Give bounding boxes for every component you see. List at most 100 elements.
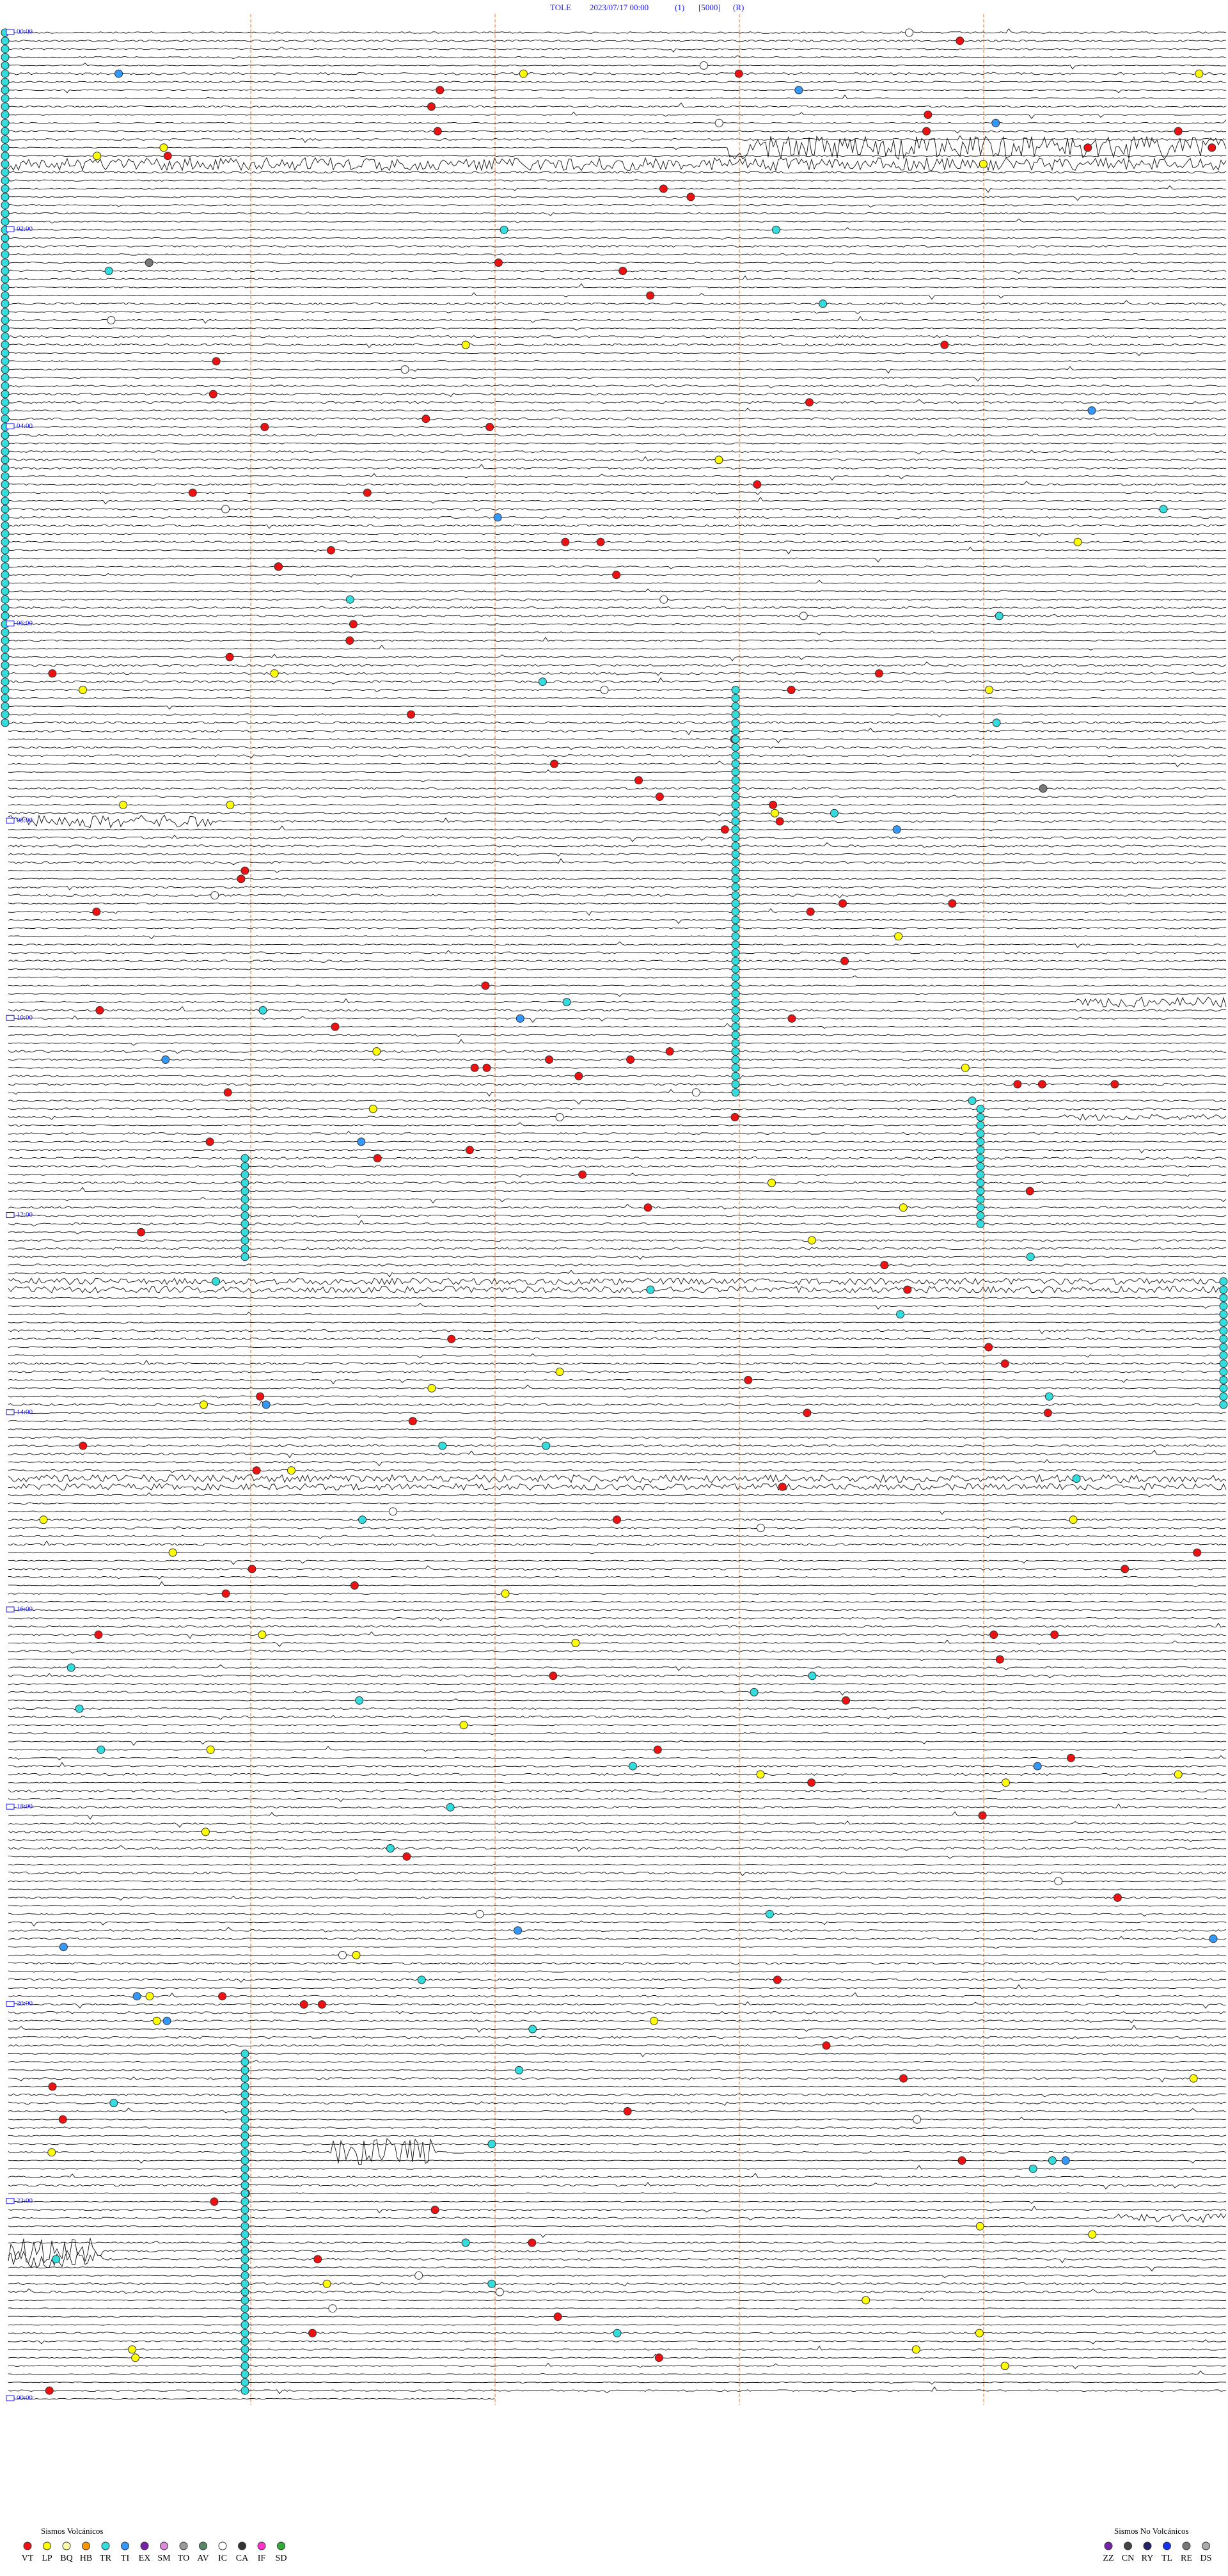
event-marker xyxy=(1026,1252,1035,1261)
trace xyxy=(8,804,1227,806)
trace xyxy=(8,1436,1227,1441)
trace xyxy=(8,1502,1227,1505)
event-marker xyxy=(1,36,10,45)
trace xyxy=(8,1238,1227,1242)
legend-label: EX xyxy=(139,2554,151,2563)
event-marker xyxy=(714,118,723,127)
event-marker xyxy=(775,817,784,826)
event-marker xyxy=(1,644,10,653)
event-marker xyxy=(655,793,664,801)
legend-swatch xyxy=(218,2541,227,2550)
time-marker xyxy=(6,1409,15,1416)
trace xyxy=(8,894,1227,899)
time-label: 18:00 xyxy=(17,1803,33,1810)
trace xyxy=(8,2307,1227,2311)
event-marker xyxy=(542,1441,551,1450)
event-marker xyxy=(349,620,358,629)
trace xyxy=(8,2182,1227,2190)
event-marker xyxy=(794,86,803,95)
trace xyxy=(8,2370,1226,2375)
trace xyxy=(8,2101,1227,2106)
event-marker xyxy=(1219,1351,1228,1360)
time-label: 00:00 xyxy=(17,28,33,36)
event-marker xyxy=(976,1178,985,1187)
event-marker xyxy=(240,2386,249,2395)
trace xyxy=(8,1707,1226,1711)
legend-label: SD xyxy=(276,2554,287,2563)
event-marker xyxy=(240,1170,249,1179)
trace xyxy=(8,2011,1227,2014)
event-marker xyxy=(1,587,10,596)
event-marker xyxy=(1,472,10,481)
trace xyxy=(8,746,1227,750)
event-marker xyxy=(482,1063,491,1072)
event-marker xyxy=(1219,1302,1228,1311)
event-marker xyxy=(97,1745,106,1754)
trace xyxy=(8,1377,1227,1385)
trace xyxy=(8,1811,1227,1820)
event-marker xyxy=(322,2279,331,2288)
event-marker xyxy=(1,554,10,563)
trace xyxy=(8,425,1227,429)
event-marker xyxy=(731,858,740,867)
event-marker xyxy=(1,628,10,637)
event-marker xyxy=(221,505,230,514)
event-marker xyxy=(427,1384,436,1393)
event-marker xyxy=(317,2000,326,2009)
event-marker xyxy=(731,834,740,842)
trace xyxy=(8,811,1227,816)
trace xyxy=(8,2398,495,2400)
event-marker xyxy=(691,1088,700,1097)
trace xyxy=(8,1179,1227,1185)
event-marker xyxy=(1,464,10,473)
event-marker xyxy=(1,702,10,711)
event-marker xyxy=(1037,1080,1046,1089)
event-marker xyxy=(1,217,10,226)
legend-swatch xyxy=(23,2541,32,2550)
event-marker xyxy=(128,2345,137,2354)
event-marker xyxy=(1219,1285,1228,1294)
event-marker xyxy=(446,1803,455,1812)
event-marker xyxy=(1,398,10,407)
event-marker xyxy=(830,809,838,818)
trace xyxy=(8,1845,1227,1852)
event-marker xyxy=(1,250,10,259)
event-marker xyxy=(975,2328,984,2337)
trace xyxy=(8,135,1227,143)
event-marker xyxy=(744,1375,753,1384)
trace xyxy=(8,2107,1227,2114)
trace xyxy=(8,2382,1227,2385)
event-marker xyxy=(805,398,814,407)
trace xyxy=(8,1984,1226,1989)
event-marker xyxy=(240,2288,249,2296)
event-marker xyxy=(995,612,1004,620)
event-marker xyxy=(95,1006,104,1015)
event-marker xyxy=(240,866,249,875)
event-marker xyxy=(240,2320,249,2329)
trace xyxy=(8,244,1227,248)
event-marker xyxy=(299,2000,308,2009)
event-marker xyxy=(561,537,570,546)
trace xyxy=(8,1148,1227,1153)
trace xyxy=(8,1329,1227,1334)
trace xyxy=(8,1370,1227,1373)
trace xyxy=(8,253,1227,256)
event-marker xyxy=(162,2016,171,2025)
trace xyxy=(8,878,1227,880)
trace xyxy=(8,1992,1227,1998)
event-marker xyxy=(979,160,988,168)
time-marker xyxy=(6,1212,15,1218)
trace xyxy=(8,677,1227,684)
trace xyxy=(8,2192,1226,2195)
event-marker xyxy=(427,102,436,111)
event-marker xyxy=(363,488,372,497)
event-marker xyxy=(79,686,87,694)
trace xyxy=(8,2274,1227,2279)
event-marker xyxy=(240,1154,249,1163)
event-marker xyxy=(731,743,740,752)
event-marker xyxy=(773,1975,782,1984)
trace xyxy=(8,2266,1227,2272)
trace xyxy=(8,1099,1227,1105)
trace xyxy=(8,1954,1227,1956)
event-marker xyxy=(1,274,10,283)
